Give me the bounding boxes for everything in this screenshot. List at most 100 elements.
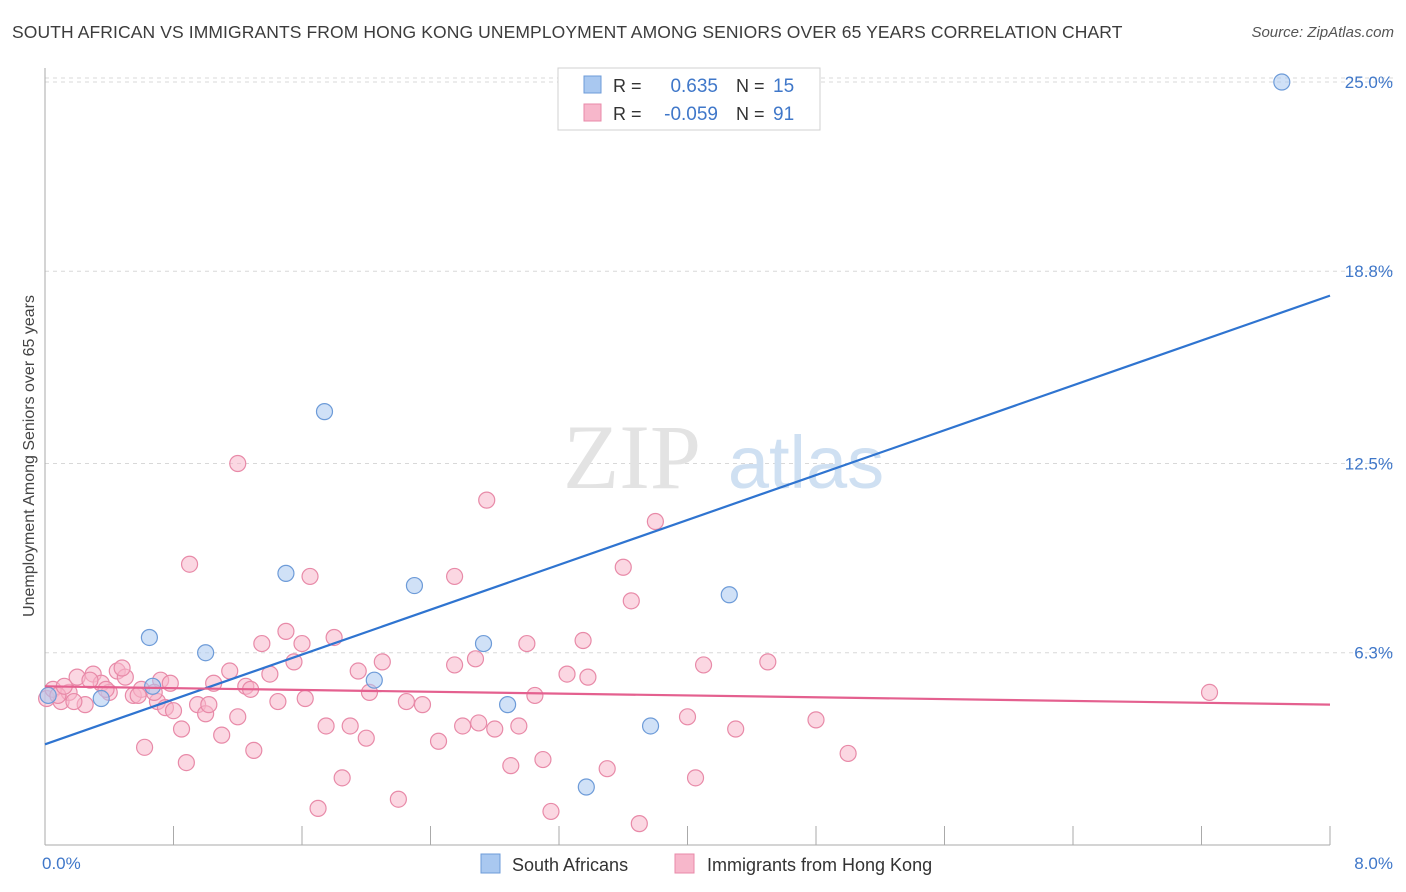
stats-legend-swatch-blue xyxy=(583,75,602,94)
trend-line-hong-kong xyxy=(44,685,1331,706)
series-legend: South Africans Immigrants from Hong Kong xyxy=(480,853,932,875)
point-hong-kong xyxy=(598,760,616,778)
point-hong-kong xyxy=(470,714,488,732)
point-hong-kong xyxy=(759,653,777,671)
stats-n-label-blue: N = xyxy=(736,76,765,96)
point-hong-kong xyxy=(429,732,448,750)
y-tick-labels: 6.3% 12.5% 18.8% 25.0% xyxy=(1345,73,1393,663)
point-south-africans xyxy=(140,628,159,647)
point-hong-kong xyxy=(445,656,464,674)
point-hong-kong xyxy=(213,726,231,744)
watermark-zip: ZIP xyxy=(563,406,701,508)
point-hong-kong xyxy=(478,491,496,509)
legend-swatch-hong-kong xyxy=(674,853,695,874)
point-hong-kong xyxy=(727,720,745,738)
point-south-africans xyxy=(197,644,215,662)
point-hong-kong xyxy=(373,653,391,671)
point-south-africans xyxy=(39,686,57,705)
point-hong-kong xyxy=(486,720,504,738)
x-ticks xyxy=(44,826,1331,845)
grid-layer xyxy=(45,77,1395,654)
point-hong-kong xyxy=(526,686,544,705)
point-hong-kong xyxy=(1200,683,1219,702)
y-tick-label: 18.8% xyxy=(1345,262,1393,281)
point-hong-kong xyxy=(397,692,416,711)
point-hong-kong xyxy=(646,512,664,531)
pink-points-layer xyxy=(38,454,1219,833)
y-tick-label: 12.5% xyxy=(1345,455,1393,474)
point-hong-kong xyxy=(81,671,99,689)
point-hong-kong xyxy=(445,567,464,586)
point-south-africans xyxy=(144,677,162,695)
legend-label-south-africans: South Africans xyxy=(512,855,628,875)
stats-n-value-pink: 91 xyxy=(773,104,794,125)
point-hong-kong xyxy=(357,729,375,747)
point-south-africans xyxy=(277,564,295,582)
point-hong-kong xyxy=(277,622,295,640)
chart-title: SOUTH AFRICAN VS IMMIGRANTS FROM HONG KO… xyxy=(12,22,1123,42)
stats-r-label-blue: R = xyxy=(613,76,642,96)
point-south-africans xyxy=(474,634,493,653)
point-hong-kong xyxy=(229,708,247,726)
point-hong-kong xyxy=(172,720,191,738)
point-hong-kong xyxy=(574,631,592,650)
point-south-africans xyxy=(405,576,424,595)
point-hong-kong xyxy=(253,634,271,653)
stats-r-value-pink: -0.059 xyxy=(664,104,718,125)
point-hong-kong xyxy=(614,558,632,576)
point-hong-kong xyxy=(349,662,367,680)
stats-n-label-pink: N = xyxy=(736,104,765,124)
point-hong-kong xyxy=(200,696,218,714)
point-hong-kong xyxy=(301,567,319,586)
point-hong-kong xyxy=(113,659,131,677)
stats-legend: R = 0.635 N = 15 R = -0.059 N = 91 xyxy=(557,67,821,131)
point-hong-kong xyxy=(630,815,648,833)
watermark-atlas: atlas xyxy=(728,421,884,504)
point-hong-kong xyxy=(579,668,597,686)
point-south-africans xyxy=(577,778,595,796)
point-south-africans xyxy=(365,671,383,689)
point-hong-kong xyxy=(510,717,528,735)
point-hong-kong xyxy=(454,717,472,735)
y-tick-label: 25.0% xyxy=(1345,73,1393,92)
point-hong-kong xyxy=(317,717,335,735)
point-south-africans xyxy=(1273,73,1291,91)
point-south-africans xyxy=(92,689,110,708)
point-hong-kong xyxy=(129,686,147,705)
x-tick-label-min: 0.0% xyxy=(42,854,81,873)
point-hong-kong xyxy=(534,750,552,769)
point-hong-kong xyxy=(389,790,407,808)
point-hong-kong xyxy=(65,692,83,711)
point-hong-kong xyxy=(135,738,154,756)
point-hong-kong xyxy=(245,741,263,759)
point-hong-kong xyxy=(341,717,359,735)
point-hong-kong xyxy=(177,753,195,772)
y-tick-label: 6.3% xyxy=(1354,644,1393,663)
point-hong-kong xyxy=(229,454,247,473)
point-hong-kong xyxy=(296,689,314,708)
point-hong-kong xyxy=(164,702,183,720)
point-hong-kong xyxy=(542,802,560,821)
trend-lines xyxy=(44,294,1331,746)
stats-r-value-blue: 0.635 xyxy=(670,76,718,97)
point-hong-kong xyxy=(180,555,199,573)
point-hong-kong xyxy=(558,665,576,683)
legend-label-hong-kong: Immigrants from Hong Kong xyxy=(707,855,932,875)
point-south-africans xyxy=(641,717,660,735)
point-hong-kong xyxy=(686,769,705,787)
point-hong-kong xyxy=(221,662,239,680)
point-hong-kong xyxy=(622,592,640,610)
point-hong-kong xyxy=(502,757,520,775)
point-hong-kong xyxy=(678,708,697,726)
point-hong-kong xyxy=(839,744,857,763)
point-hong-kong xyxy=(333,769,351,787)
stats-legend-swatch-pink xyxy=(583,103,602,122)
stats-r-label-pink: R = xyxy=(613,104,642,124)
stats-legend-box xyxy=(557,67,821,131)
point-hong-kong xyxy=(694,656,713,674)
point-hong-kong xyxy=(309,799,327,817)
point-hong-kong xyxy=(518,634,536,653)
blue-points-layer xyxy=(39,73,1291,796)
point-hong-kong xyxy=(466,650,485,668)
